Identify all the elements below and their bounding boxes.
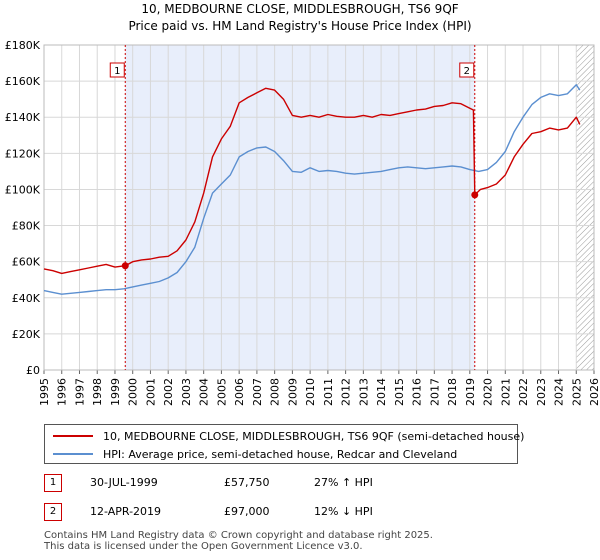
y-tick-label: £60K bbox=[12, 256, 41, 269]
legend-label-hpi: HPI: Average price, semi-detached house,… bbox=[103, 447, 458, 461]
plot-area: £0 £20K £40K £60K £80K £100K £120K £140K £160K £1… bbox=[5, 39, 600, 406]
x-tick-label: 2020 bbox=[482, 378, 495, 406]
y-tick-label: £140K bbox=[5, 111, 41, 124]
y-tick-label: £40K bbox=[12, 292, 41, 305]
transaction-badge: 1 bbox=[44, 474, 62, 492]
transaction-price: £57,750 bbox=[224, 476, 270, 489]
x-tick-label: 2015 bbox=[393, 378, 406, 406]
chart-subtitle: Price paid vs. HM Land Registry's House … bbox=[128, 19, 471, 33]
footer-copyright: Contains HM Land Registry data © Crown c… bbox=[44, 530, 433, 541]
x-tick-label: 1996 bbox=[56, 378, 69, 406]
x-tick-label: 2024 bbox=[553, 378, 566, 406]
transaction-date: 12-APR-2019 bbox=[90, 505, 162, 518]
x-tick-label: 2026 bbox=[588, 378, 600, 406]
y-tick-label: £0 bbox=[26, 364, 40, 377]
sale-badge bbox=[459, 62, 475, 78]
transaction-hpi-diff: 12% ↓ HPI bbox=[314, 505, 373, 518]
y-tick-label: £120K bbox=[5, 147, 41, 160]
y-tick-label: £100K bbox=[5, 183, 41, 196]
x-tick-label: 2005 bbox=[215, 378, 228, 406]
x-tick-label: 2017 bbox=[428, 378, 441, 406]
x-tick-label: 2021 bbox=[499, 378, 512, 406]
legend-item-property: 10, MEDBOURNE CLOSE, MIDDLESBROUGH, TS6 … bbox=[53, 427, 524, 445]
footer-license: This data is licensed under the Open Gov… bbox=[44, 541, 363, 552]
x-tick-label: 2010 bbox=[304, 378, 317, 406]
x-tick-label: 2023 bbox=[535, 378, 548, 406]
legend-label-property: 10, MEDBOURNE CLOSE, MIDDLESBROUGH, TS6 … bbox=[103, 429, 525, 443]
x-tick-label: 2014 bbox=[375, 378, 388, 406]
sale-point bbox=[121, 262, 129, 270]
x-tick-label: 2022 bbox=[517, 378, 530, 406]
x-tick-label: 2001 bbox=[144, 378, 157, 406]
ownership-shade bbox=[125, 45, 475, 370]
x-tick-label: 2003 bbox=[180, 378, 193, 406]
hpi-line bbox=[43, 83, 581, 295]
x-tick-label: 2018 bbox=[446, 378, 459, 406]
x-tick-label: 1999 bbox=[109, 378, 122, 406]
sale-badge-label: 2 bbox=[464, 66, 470, 77]
x-tick-label: 2009 bbox=[286, 378, 299, 406]
x-tick-label: 2000 bbox=[127, 378, 140, 406]
legend-item-hpi: HPI: Average price, semi-detached house,… bbox=[53, 445, 457, 463]
legend-swatch-property bbox=[53, 435, 93, 437]
x-tick-label: 2025 bbox=[570, 378, 583, 406]
footer: Contains HM Land Registry data © Crown c… bbox=[44, 530, 584, 552]
sale-point bbox=[471, 191, 479, 199]
transaction-badge: 2 bbox=[44, 503, 62, 521]
property-price-line bbox=[43, 87, 581, 275]
sale-badge-label: 1 bbox=[114, 66, 120, 77]
y-tick-label: £80K bbox=[12, 220, 41, 233]
legend-swatch-hpi bbox=[53, 453, 93, 455]
x-tick-label: 2011 bbox=[322, 378, 335, 406]
x-tick-label: 2013 bbox=[357, 378, 370, 406]
y-tick-label: £20K bbox=[12, 328, 41, 341]
price-chart: 10, MEDBOURNE CLOSE, MIDDLESBROUGH, TS6 … bbox=[5, 2, 600, 406]
x-tick-label: 2004 bbox=[198, 378, 211, 406]
transaction-hpi-diff: 27% ↑ HPI bbox=[314, 476, 373, 489]
chart-title: 10, MEDBOURNE CLOSE, MIDDLESBROUGH, TS6 … bbox=[141, 2, 458, 16]
plot-frame bbox=[43, 44, 595, 371]
x-tick-label: 2007 bbox=[251, 378, 264, 406]
sale-badge bbox=[109, 62, 125, 78]
x-tick-label: 2006 bbox=[233, 378, 246, 406]
x-tick-label: 1995 bbox=[38, 378, 51, 406]
x-tick-label: 1998 bbox=[91, 378, 104, 406]
transaction-price: £97,000 bbox=[224, 505, 270, 518]
x-tick-label: 2002 bbox=[162, 378, 175, 406]
y-tick-label: £160K bbox=[5, 75, 41, 88]
legend: 10, MEDBOURNE CLOSE, MIDDLESBROUGH, TS6 … bbox=[44, 424, 524, 464]
y-tick-label: £180K bbox=[5, 39, 41, 52]
future-hatch bbox=[576, 45, 594, 370]
x-tick-label: 2019 bbox=[464, 378, 477, 406]
transaction-date: 30-JUL-1999 bbox=[90, 476, 158, 489]
x-tick-label: 2012 bbox=[340, 378, 353, 406]
x-tick-label: 2008 bbox=[269, 378, 282, 406]
x-tick-label: 2016 bbox=[411, 378, 424, 406]
x-tick-label: 1997 bbox=[73, 378, 86, 406]
